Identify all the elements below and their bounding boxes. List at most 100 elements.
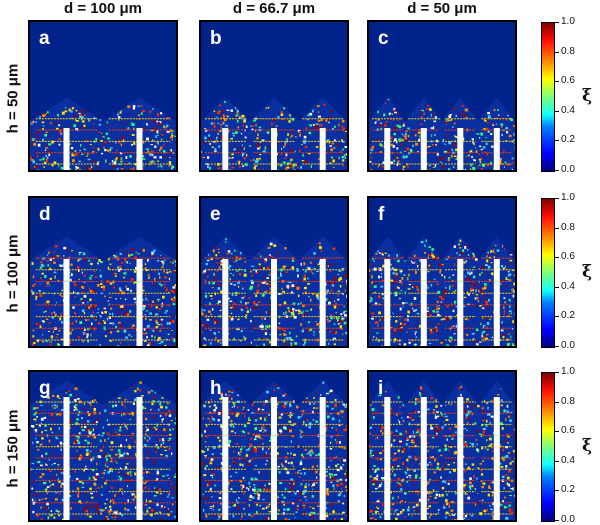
colorbar-tick-label: 0.8 [561,221,575,233]
colorbar-tick-mark [555,140,559,142]
pillar [63,128,70,170]
colorbar-tick-label: 1.0 [561,366,575,377]
pillar [384,259,391,346]
pillar [63,259,70,346]
panel-label: a [39,28,50,49]
colorbar-tick-mark [555,110,559,112]
panel-label: h [210,378,222,399]
pillar [319,128,326,170]
column-header-2: d = 66.7 μm [232,0,316,17]
colorbar-tick-mark [555,490,559,492]
colorbar-tick-label: 0.6 [561,425,575,437]
panel-a: a [28,20,178,172]
colorbar-tick-label: 0.2 [561,310,575,322]
panel-label: g [39,378,51,399]
row-header-1: h = 50 μm [4,63,22,134]
panel-label: c [378,28,389,49]
pillar [457,128,464,170]
dendrite-pattern [201,380,347,520]
panel-e: e [199,196,349,348]
pillar [319,397,326,520]
row-header-3: h = 150 μm [4,409,22,488]
panel-d: d [28,196,178,348]
colorbar [541,198,555,348]
dendrite-pattern [369,380,515,520]
colorbar-tick-label: 0.2 [561,484,575,496]
colorbar-tick-label: 0.4 [561,104,575,116]
colorbar-tick-mark [555,431,559,433]
colorbar-tick-mark [555,198,559,199]
pillar [493,259,500,346]
pillar [420,397,427,520]
colorbar-tick-label: 0.6 [561,251,575,263]
panel-label: b [210,28,222,49]
colorbar-tick-label: 1.0 [561,16,575,27]
colorbar-tick-mark [555,257,559,259]
colorbar-tick-label: 0.0 [561,164,575,175]
colorbar-tick-mark [555,170,559,171]
colorbar-tick-mark [555,316,559,318]
pillar [136,128,143,170]
colorbar-label: ξ [582,436,593,456]
colorbar-tick-mark [555,520,559,521]
colorbar-tick-mark [555,401,559,403]
panel-i: i [367,370,517,522]
colorbar-tick-label: 0.2 [561,134,575,146]
colorbar-tick-mark [555,372,559,373]
colorbar-tick-label: 0.6 [561,75,575,87]
dendrite-pattern [369,236,515,346]
dendrite-pattern [30,380,176,520]
colorbar-tick-mark [555,460,559,462]
colorbar-tick-mark [555,81,559,83]
pillar [63,397,70,520]
panel-h: h [199,370,349,522]
pillar [420,259,427,346]
colorbar [541,22,555,172]
colorbar-label: ξ [582,86,593,106]
colorbar-tick-mark [555,22,559,23]
panel-c: c [367,20,517,172]
panel-f: f [367,196,517,348]
pillar [136,397,143,520]
pillar [222,397,229,520]
pillar [493,397,500,520]
panel-label: d [39,204,51,225]
pillar [384,397,391,520]
colorbar-tick-label: 1.0 [561,192,575,203]
column-header-1: d = 100 μm [64,0,142,17]
row-header-2: h = 100 μm [4,234,22,313]
colorbar-tick-label: 0.8 [561,395,575,407]
colorbar-tick-label: 0.0 [561,340,575,351]
pillar [457,259,464,346]
colorbar [541,372,555,522]
pillar [457,397,464,520]
panel-label: f [378,204,385,225]
dendrite-pattern [369,97,515,170]
pillar [222,128,229,170]
pillar [222,259,229,346]
dendrite-pattern [30,236,176,346]
pillar [319,259,326,346]
panel-label: e [210,204,221,225]
pillar [420,128,427,170]
colorbar-tick-mark [555,286,559,288]
colorbar-tick-label: 0.8 [561,45,575,57]
colorbar-tick-label: 0.0 [561,514,575,525]
dendrite-pattern [201,97,347,170]
pillar [136,259,143,346]
colorbar-tick-label: 0.4 [561,280,575,292]
column-header-3: d = 50 μm [407,0,477,17]
colorbar-label: ξ [582,262,593,282]
pillar [384,128,391,170]
pillar [271,259,277,346]
panel-label: i [378,378,384,399]
pillar [271,128,277,170]
colorbar-tick-label: 0.4 [561,454,575,466]
panel-g: g [28,370,178,522]
panel-b: b [199,20,349,172]
colorbar-tick-mark [555,51,559,53]
pillar [493,128,500,170]
dendrite-pattern [201,236,347,346]
colorbar-tick-mark [555,346,559,347]
colorbar-tick-mark [555,227,559,229]
